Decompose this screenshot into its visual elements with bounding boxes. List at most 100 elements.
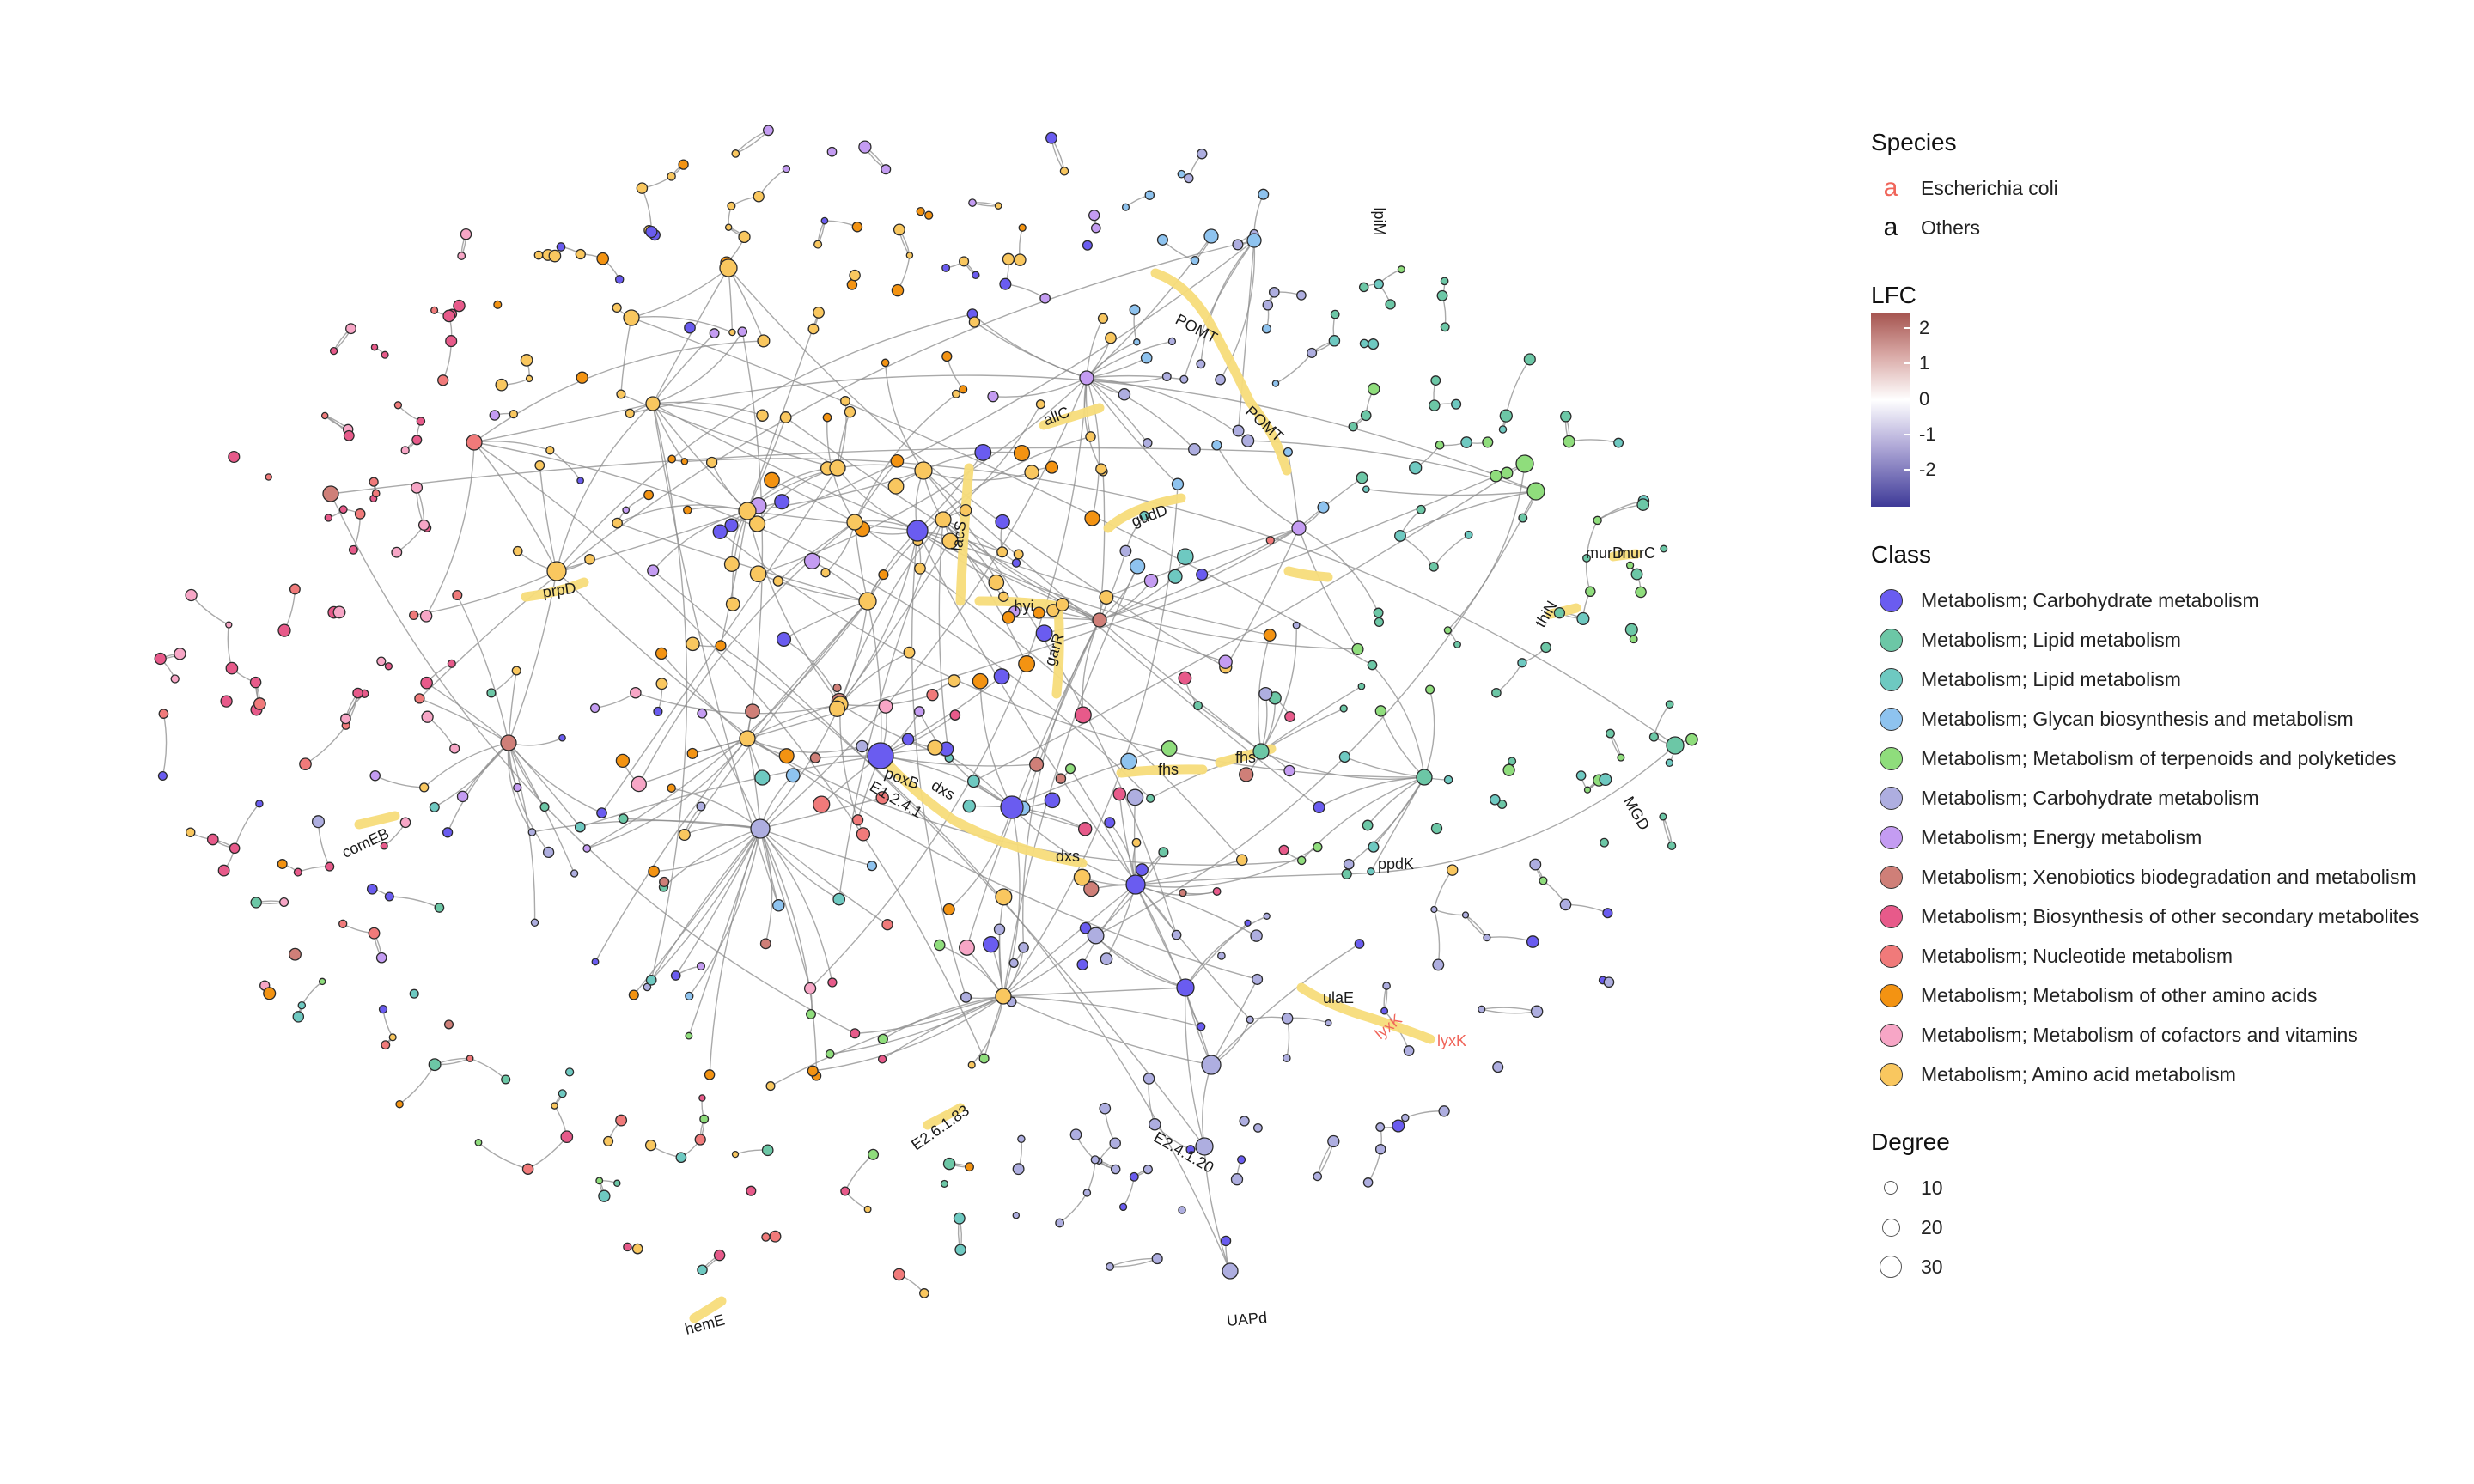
network-node bbox=[1230, 1173, 1244, 1186]
network-node bbox=[813, 795, 831, 813]
network-node bbox=[914, 563, 926, 575]
network-node bbox=[501, 1074, 511, 1085]
degree-legend-item: 10 bbox=[1871, 1168, 2455, 1207]
degree-label: 20 bbox=[1921, 1215, 1943, 1238]
network-node bbox=[576, 371, 588, 384]
network-node bbox=[1222, 1262, 1239, 1280]
network-node bbox=[456, 790, 469, 803]
network-node bbox=[539, 802, 550, 812]
network-node bbox=[527, 828, 537, 836]
network-node bbox=[1635, 586, 1647, 599]
class-label: Metabolism; Metabolism of other amino ac… bbox=[1921, 983, 2318, 1007]
network-node bbox=[1291, 520, 1307, 536]
network-node bbox=[1328, 335, 1341, 347]
network-node bbox=[832, 892, 846, 906]
network-node bbox=[1177, 169, 1186, 179]
node-label: ulaE bbox=[1323, 989, 1354, 1007]
network-node bbox=[1151, 1253, 1163, 1265]
network-node bbox=[388, 1033, 397, 1042]
network-node bbox=[1515, 454, 1534, 473]
network-node bbox=[1239, 767, 1254, 782]
network-node bbox=[419, 610, 433, 623]
network-node bbox=[614, 275, 625, 284]
network-node bbox=[968, 316, 981, 328]
network-node bbox=[655, 647, 668, 660]
network-node bbox=[686, 747, 698, 759]
class-color-dot bbox=[1879, 944, 1903, 968]
network-node bbox=[1374, 278, 1384, 289]
network-node bbox=[715, 640, 727, 652]
network-node bbox=[1092, 612, 1107, 628]
network-node bbox=[1018, 941, 1029, 953]
network-node bbox=[570, 869, 579, 878]
network-node bbox=[1599, 773, 1612, 787]
network-node bbox=[1526, 935, 1539, 948]
network-node bbox=[927, 739, 943, 756]
network-node bbox=[622, 506, 631, 514]
network-node bbox=[612, 517, 623, 529]
network-node bbox=[1575, 770, 1587, 781]
network-node bbox=[696, 961, 706, 971]
network-node bbox=[913, 706, 925, 717]
network-node bbox=[1526, 482, 1545, 501]
network-node bbox=[891, 283, 905, 297]
network-node bbox=[1055, 598, 1069, 611]
network-node bbox=[1110, 1164, 1121, 1175]
network-node bbox=[1035, 399, 1045, 410]
network-node bbox=[1197, 1022, 1206, 1031]
network-node bbox=[1625, 561, 1635, 569]
network-node bbox=[265, 473, 272, 481]
network-node bbox=[987, 391, 999, 403]
network-node bbox=[380, 842, 388, 850]
network-node bbox=[277, 623, 291, 637]
network-node bbox=[994, 202, 1002, 210]
network-node bbox=[850, 1028, 861, 1039]
network-node bbox=[460, 228, 472, 240]
class-color-dot bbox=[1879, 1062, 1903, 1086]
network-node bbox=[905, 252, 914, 259]
network-node bbox=[1325, 1019, 1332, 1027]
network-node bbox=[1133, 338, 1141, 346]
network-node bbox=[1076, 958, 1088, 970]
network-node bbox=[1443, 626, 1453, 635]
network-node bbox=[1490, 469, 1502, 483]
network-node bbox=[1144, 190, 1155, 200]
network-node bbox=[558, 1089, 567, 1098]
network-node bbox=[340, 713, 351, 725]
network-node bbox=[887, 477, 905, 495]
network-node bbox=[785, 768, 801, 783]
network-node bbox=[589, 702, 600, 714]
class-label: Metabolism; Energy metabolism bbox=[1921, 825, 2203, 848]
network-node bbox=[1600, 837, 1609, 848]
network-node bbox=[1375, 1122, 1386, 1132]
network-node bbox=[1338, 751, 1351, 763]
network-node bbox=[1252, 743, 1270, 760]
network-node bbox=[158, 709, 169, 719]
network-node bbox=[170, 674, 180, 684]
network-node bbox=[1178, 1206, 1186, 1214]
network-node bbox=[332, 605, 346, 619]
network-node bbox=[255, 800, 264, 808]
network-node bbox=[1167, 337, 1177, 346]
class-color-dot bbox=[1879, 825, 1903, 849]
network-node bbox=[428, 1058, 442, 1072]
network-node bbox=[1374, 1143, 1386, 1155]
network-node bbox=[696, 801, 706, 812]
network-node bbox=[972, 271, 980, 280]
class-label: Metabolism; Nucleotide metabolism bbox=[1921, 944, 2233, 967]
network-node bbox=[828, 700, 846, 717]
network-node bbox=[999, 277, 1012, 290]
network-node bbox=[1088, 210, 1100, 222]
node-label: ppdK bbox=[1378, 855, 1414, 873]
network-node bbox=[705, 456, 718, 469]
network-node bbox=[1188, 442, 1201, 456]
class-legend-item: Metabolism; Biosynthesis of other second… bbox=[1871, 897, 2455, 936]
class-legend-item: Metabolism; Amino acid metabolism bbox=[1871, 1055, 2455, 1094]
network-node bbox=[1313, 842, 1323, 853]
network-node bbox=[1429, 399, 1441, 411]
network-node bbox=[1149, 1118, 1161, 1131]
network-node bbox=[320, 411, 329, 420]
network-node bbox=[1403, 1045, 1415, 1056]
network-node bbox=[1659, 812, 1667, 821]
network-node bbox=[1518, 513, 1528, 523]
